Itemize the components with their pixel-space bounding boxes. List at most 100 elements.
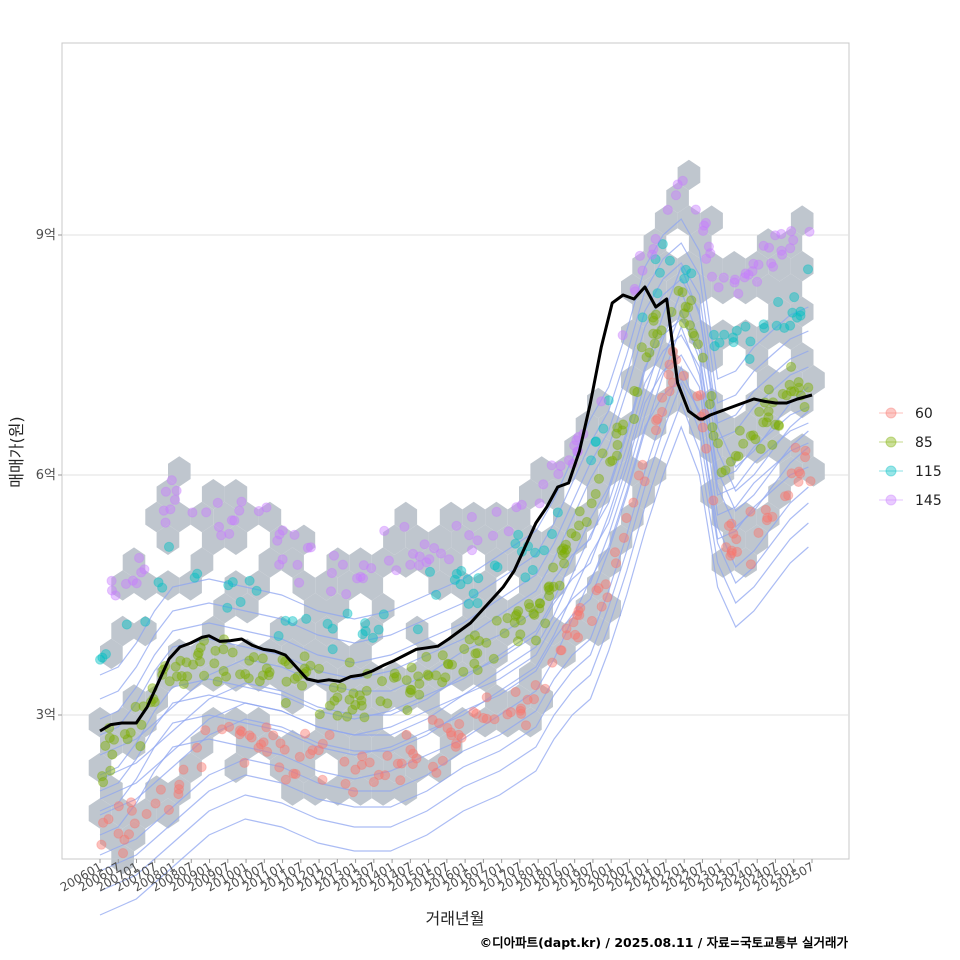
point-145: [188, 508, 197, 517]
point-145: [764, 243, 773, 252]
point-85: [460, 644, 469, 653]
point-60: [179, 765, 188, 774]
point-85: [708, 423, 717, 432]
point-115: [463, 575, 472, 584]
point-60: [164, 805, 173, 814]
legend-label-145: 145: [915, 493, 942, 509]
legend-key-115: [886, 466, 896, 476]
point-60: [506, 708, 515, 717]
point-145: [691, 205, 700, 214]
point-85: [645, 348, 654, 357]
point-60: [665, 387, 674, 396]
point-85: [492, 616, 501, 625]
point-85: [804, 383, 813, 392]
point-85: [300, 652, 309, 661]
point-85: [591, 489, 600, 498]
legend-key-60: [886, 408, 896, 418]
point-145: [338, 560, 347, 569]
point-115: [122, 620, 131, 629]
point-60: [245, 731, 254, 740]
point-60: [365, 758, 374, 767]
point-145: [306, 543, 315, 552]
point-85: [503, 614, 512, 623]
legend-key-85: [886, 437, 896, 447]
point-145: [630, 284, 639, 293]
point-115: [531, 548, 540, 557]
point-60: [142, 809, 151, 818]
point-145: [714, 283, 723, 292]
point-85: [105, 733, 114, 742]
point-145: [805, 227, 814, 236]
point-60: [521, 721, 530, 730]
point-60: [280, 745, 289, 754]
point-60: [594, 584, 603, 593]
point-85: [422, 652, 431, 661]
point-85: [265, 668, 274, 677]
point-115: [302, 614, 311, 623]
y-axis-title: 매매가(원): [7, 416, 26, 487]
point-60: [301, 729, 310, 738]
point-115: [803, 265, 812, 274]
point-115: [547, 529, 556, 538]
point-60: [541, 684, 550, 693]
point-85: [800, 402, 809, 411]
point-85: [674, 286, 683, 295]
point-85: [314, 664, 323, 673]
point-60: [619, 533, 628, 542]
point-145: [467, 546, 476, 555]
point-145: [702, 254, 711, 263]
point-145: [618, 331, 627, 340]
point-60: [709, 496, 718, 505]
point-145: [392, 566, 401, 575]
point-85: [598, 449, 607, 458]
point-60: [201, 726, 210, 735]
point-60: [622, 513, 631, 522]
point-85: [608, 456, 617, 465]
point-60: [732, 547, 741, 556]
point-60: [409, 749, 418, 758]
point-145: [753, 277, 762, 286]
point-85: [407, 663, 416, 672]
point-85: [244, 674, 253, 683]
point-85: [629, 414, 638, 423]
point-85: [557, 546, 566, 555]
point-145: [202, 508, 211, 517]
point-85: [444, 660, 453, 669]
point-115: [464, 599, 473, 608]
point-145: [217, 531, 226, 540]
point-60: [746, 560, 755, 569]
point-145: [430, 544, 439, 553]
point-60: [402, 730, 411, 739]
point-85: [513, 637, 522, 646]
point-145: [465, 531, 474, 540]
point-60: [374, 770, 383, 779]
point-145: [707, 272, 716, 281]
point-85: [357, 696, 366, 705]
point-85: [383, 699, 392, 708]
point-145: [170, 495, 179, 504]
point-85: [165, 677, 174, 686]
point-115: [425, 567, 434, 576]
point-115: [223, 603, 232, 612]
point-115: [452, 569, 461, 578]
point-60: [408, 759, 417, 768]
point-145: [135, 553, 144, 562]
point-145: [167, 476, 176, 485]
point-145: [539, 480, 548, 489]
point-85: [482, 638, 491, 647]
point-85: [549, 563, 558, 572]
point-60: [151, 799, 160, 808]
point-145: [597, 397, 606, 406]
point-115: [653, 289, 662, 298]
point-85: [574, 521, 583, 530]
point-115: [599, 424, 608, 433]
point-60: [727, 519, 736, 528]
point-115: [788, 308, 797, 317]
point-85: [764, 407, 773, 416]
point-85: [536, 599, 545, 608]
point-145: [444, 555, 453, 564]
point-85: [698, 353, 707, 362]
point-85: [514, 607, 523, 616]
legend: 60 85 115 145: [879, 406, 942, 509]
point-60: [611, 559, 620, 568]
